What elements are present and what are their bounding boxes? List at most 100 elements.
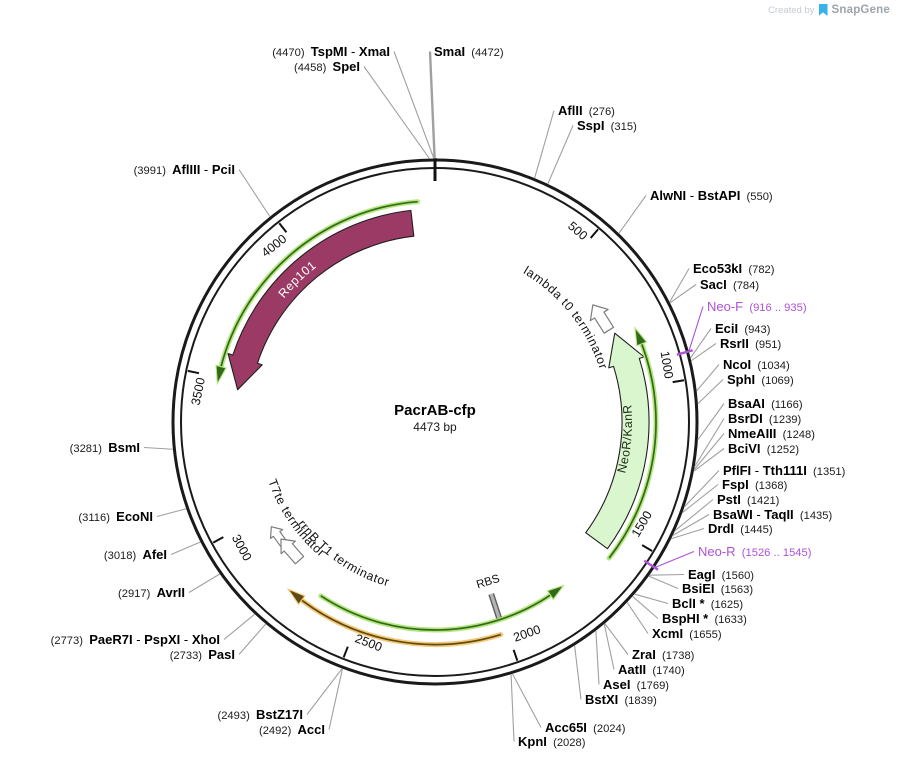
tick-500 — [589, 228, 599, 239]
terminator-label-rrnb-t1-terminator: rrnB T1 terminator — [295, 517, 391, 589]
site-label-KpnI[interactable]: KpnI (2028) — [518, 734, 586, 749]
leader-BsmI — [143, 446, 173, 450]
site-label-AflII[interactable]: AflII (276) — [558, 103, 615, 118]
site-label-BclI[interactable]: BclI * (1625) — [672, 596, 743, 611]
leader-SmaI — [428, 51, 436, 159]
gene-arrow-bottom-green-gene-arrow[interactable] — [320, 589, 558, 631]
site-label-SspI[interactable]: SspI (315) — [577, 118, 637, 133]
gene-arrow-glow-bottom-orange-cds-arrow — [292, 592, 504, 647]
primer-site-tick-Neo-R — [643, 559, 659, 571]
terminator-arrow-rrnb-t1-terminator[interactable] — [280, 538, 305, 565]
site-label-BsrDI[interactable]: BsrDI (1239) — [728, 411, 802, 426]
site-label-AflIII-PciI[interactable]: (3991) AflIII - PciI — [134, 162, 235, 177]
site-label-BstZ17I[interactable]: (2493) BstZ17I — [217, 707, 303, 722]
site-label-PasI[interactable]: (2733) PasI — [170, 647, 235, 662]
site-label-BsmI[interactable]: (3281) BsmI — [70, 440, 140, 455]
site-label-EcoNI[interactable]: (3116) EcoNI — [78, 509, 153, 524]
site-label-SpeI[interactable]: (4458) SpeI — [294, 59, 360, 74]
site-label-PflFI-Tth111I[interactable]: PflFI - Tth111I (1351) — [723, 463, 846, 478]
site-label-XcmI[interactable]: XcmI (1655) — [652, 626, 722, 641]
leader-NmeAIII — [693, 433, 725, 471]
leader-NcoI — [696, 364, 720, 392]
site-label-PstI[interactable]: PstI (1421) — [717, 492, 780, 507]
leader-TspMI-XmaI — [393, 51, 435, 159]
watermark-brand: SnapGene — [831, 4, 890, 16]
plasmid-size: 4473 bp — [413, 420, 457, 434]
leader-PasI — [238, 623, 267, 655]
tick-3000 — [212, 536, 224, 544]
rbs-marker — [489, 593, 501, 619]
gene-arrow-glow-bottom-green-gene-arrow — [318, 587, 560, 633]
snapgene-flag-icon — [818, 4, 828, 16]
leader-Neo-R — [654, 550, 695, 569]
site-label-SmaI[interactable]: SmaI (4472) — [434, 44, 504, 59]
gene-arrow-neor-gene-arrow[interactable] — [608, 335, 657, 559]
rbs-label: RBS — [475, 573, 501, 591]
gene-arrowhead-rep101-gene-arrow — [215, 364, 227, 386]
leader-BstZ17I — [306, 668, 343, 715]
leader-AatII — [603, 623, 615, 670]
site-label-AlwNI-BstAPI[interactable]: AlwNI - BstAPI (550) — [650, 188, 773, 203]
leader-AfeI — [170, 541, 201, 556]
tick-2500 — [342, 646, 349, 658]
site-label-AseI[interactable]: AseI (1769) — [603, 677, 669, 692]
gene-arrow-rep101-gene-arrow[interactable] — [218, 200, 418, 376]
site-label-AccI[interactable]: (2492) AccI — [259, 722, 325, 737]
site-label-Acc65I[interactable]: Acc65I (2024) — [545, 720, 626, 735]
site-label-RsrII[interactable]: RsrII (951) — [720, 336, 782, 351]
leader-SacI — [669, 284, 697, 304]
gene-arrow-bottom-orange-cds-arrow[interactable] — [294, 594, 502, 646]
site-label-BspHI[interactable]: BspHI * (1633) — [662, 611, 747, 626]
leader-BciVI — [693, 448, 725, 472]
feature-rep101[interactable] — [227, 209, 415, 391]
leader-BsaWI-TaqII — [672, 514, 710, 536]
leader-BsiEI — [648, 575, 679, 590]
site-label-BsiEI[interactable]: BsiEI (1563) — [682, 581, 753, 596]
leader-SphI — [697, 379, 724, 405]
site-label-SacI[interactable]: SacI (784) — [700, 277, 759, 292]
primer-label-Neo-F[interactable]: Neo-F (916 .. 935) — [707, 299, 807, 314]
leader-EciI — [690, 328, 712, 359]
site-label-BstXI[interactable]: BstXI (1839) — [585, 692, 657, 707]
tick-label-500: 500 — [565, 219, 590, 243]
leader-Eco53kI — [669, 268, 690, 303]
primer-label-Neo-R[interactable]: Neo-R (1526 .. 1545) — [698, 544, 812, 559]
site-label-NmeAIII[interactable]: NmeAIII (1248) — [728, 426, 815, 441]
plasmid-title: PacrAB-cfp — [394, 402, 476, 419]
site-label-EagI[interactable]: EagI (1560) — [688, 567, 754, 582]
gene-arrowhead-bottom-orange-cds-arrow — [286, 587, 306, 606]
leader-AflIII-PciI — [238, 169, 271, 217]
terminator-arrow-lambda-t0-terminator[interactable] — [589, 304, 615, 334]
site-label-Eco53kI[interactable]: Eco53kI (782) — [693, 261, 775, 276]
site-label-BciVI[interactable]: BciVI (1252) — [728, 441, 799, 456]
site-label-TspMI-XmaI[interactable]: (4470) TspMI - XmaI — [272, 44, 390, 59]
leader-AccI — [328, 668, 343, 730]
feature-neor-kanr[interactable] — [585, 332, 650, 550]
leader-EagI — [649, 573, 685, 576]
site-label-AvrII[interactable]: (2917) AvrII — [118, 585, 185, 600]
site-label-SphI[interactable]: SphI (1069) — [727, 372, 794, 387]
leader-BstXI — [574, 645, 582, 700]
tick-label-3000: 3000 — [229, 532, 255, 563]
leader-Acc65I — [512, 673, 542, 728]
site-label-PaeR7I-PspXI-XhoI[interactable]: (2773) PaeR7I - PspXI - XhoI — [51, 632, 220, 647]
leader-AseI — [595, 630, 600, 685]
site-label-FspI[interactable]: FspI (1368) — [722, 477, 788, 492]
gene-arrowhead-bottom-green-gene-arrow — [546, 584, 566, 601]
primer-site-tick-Neo-F — [676, 349, 694, 356]
site-label-AfeI[interactable]: (3018) AfeI — [104, 547, 167, 562]
site-label-DrdI[interactable]: DrdI (1445) — [708, 521, 773, 536]
leader-AflII — [534, 110, 555, 179]
site-label-EciI[interactable]: EciI (943) — [715, 321, 771, 336]
tick-1500 — [641, 544, 653, 552]
site-label-ZraI[interactable]: ZraI (1738) — [632, 647, 695, 662]
leader-BsaAI — [697, 403, 725, 440]
leader-RsrII — [690, 343, 717, 362]
site-label-BsaWI-TaqII[interactable]: BsaWI - TaqII (1435) — [713, 507, 833, 522]
site-label-AatII[interactable]: AatII (1740) — [618, 662, 685, 677]
leader-ZraI — [604, 623, 629, 655]
site-label-BsaAI[interactable]: BsaAI (1166) — [728, 396, 803, 411]
leader-FspI — [682, 484, 719, 513]
site-label-NcoI[interactable]: NcoI (1034) — [723, 357, 790, 372]
